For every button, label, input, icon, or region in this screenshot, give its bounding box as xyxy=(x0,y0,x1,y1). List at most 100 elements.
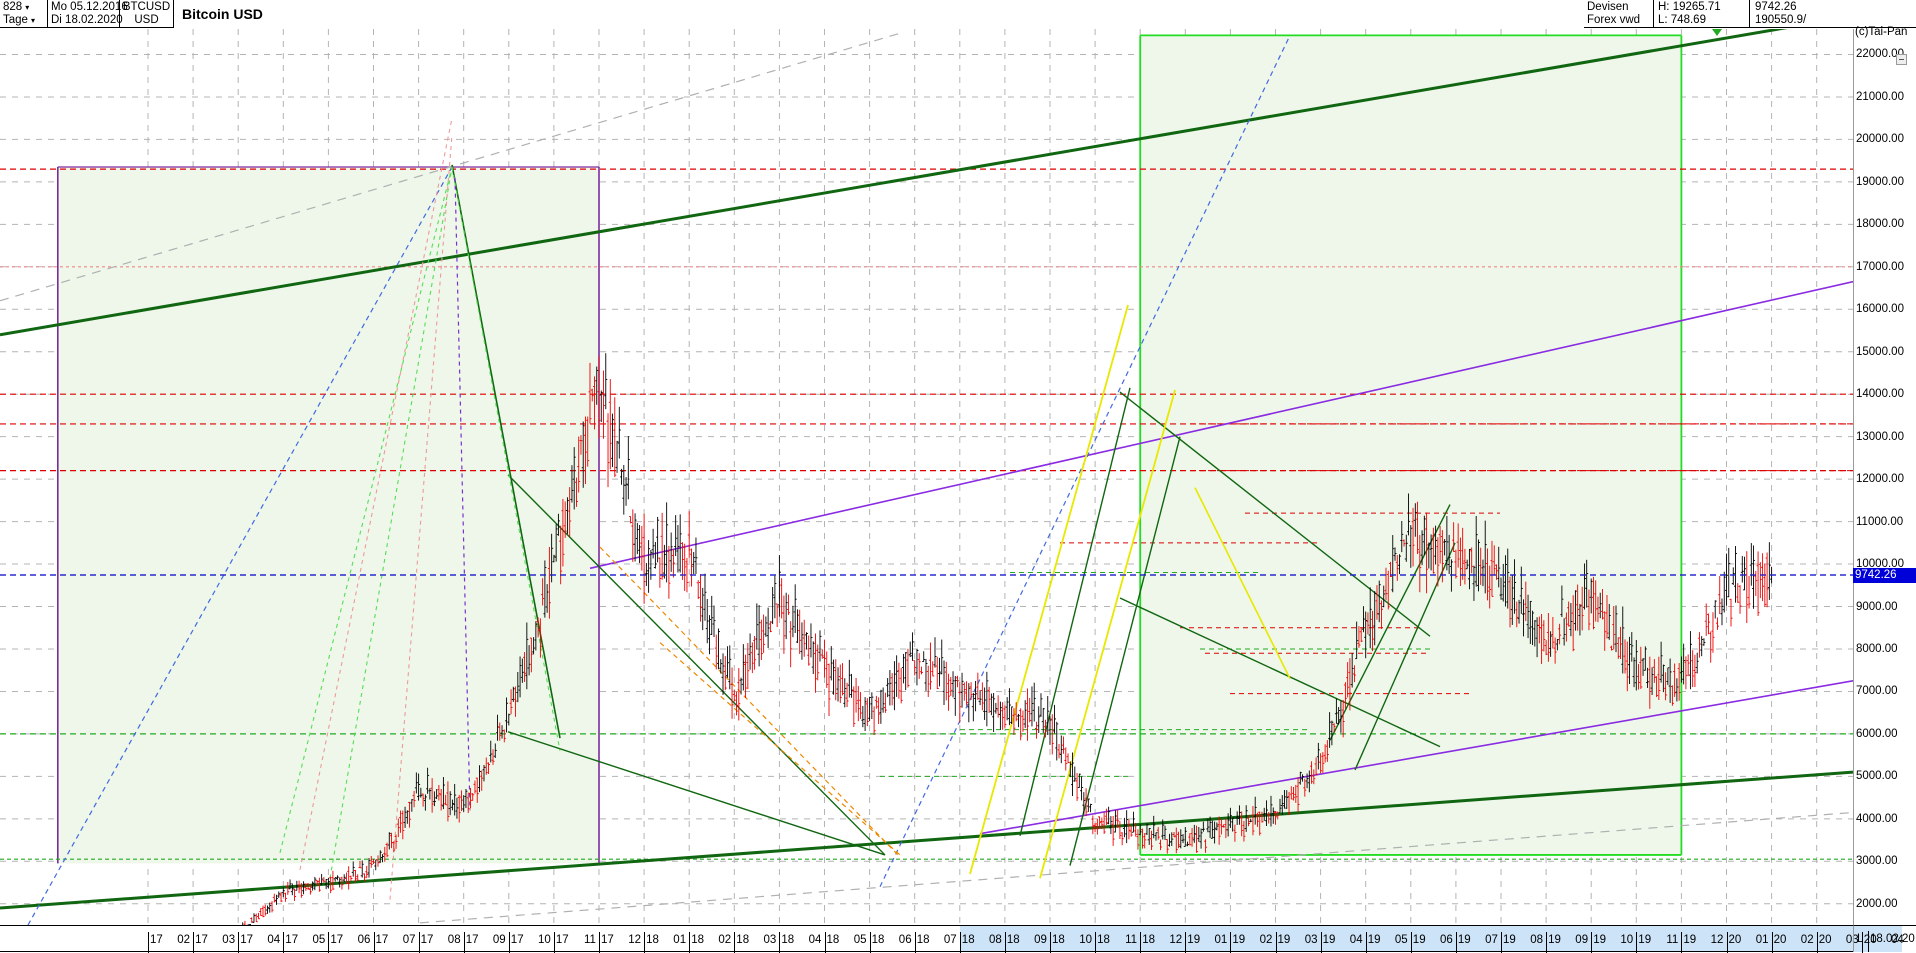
tick-year: 19 xyxy=(1593,934,1606,946)
primary-uptrend-upper xyxy=(0,29,1788,337)
date-axis-divider xyxy=(1320,932,1322,953)
recovery-trend-2 xyxy=(1354,542,1456,771)
date-axis-tick: 04 18 xyxy=(735,934,823,952)
date-axis-tick: 10 18 xyxy=(1006,934,1094,952)
period-high: H: 19265.71 xyxy=(1658,0,1721,13)
date-axis-divider xyxy=(283,932,285,953)
date-to: Di 18.02.2020 xyxy=(51,13,123,26)
tick-year: 18 xyxy=(1052,934,1065,946)
date-axis-tick: 06 18 xyxy=(826,934,914,952)
tick-year: 18 xyxy=(736,934,750,946)
price-axis-tick: 20000.00 xyxy=(1856,133,1904,146)
date-axis-tick: 01 20 xyxy=(1683,934,1771,952)
price-axis-tick: 8000.00 xyxy=(1856,642,1898,655)
tick-month: 08 xyxy=(989,934,1002,946)
tick-month: 03 xyxy=(1304,934,1318,946)
date-axis[interactable]: 02 17 03 17 04 17 05 17 06 17 07 17 08 17 09 17 10 17 11 17… xyxy=(0,925,1904,953)
date-axis-tick: 07 17 xyxy=(330,934,418,952)
date-axis-divider xyxy=(1140,932,1142,953)
date-axis-divider xyxy=(1230,932,1232,953)
tick-month: 09 xyxy=(1575,934,1589,946)
date-axis-tick: 03 17 xyxy=(149,934,237,952)
date-axis-divider xyxy=(1591,932,1593,953)
date-axis-tick: 05 18 xyxy=(781,934,869,952)
tick-month: 03 xyxy=(763,934,777,946)
tick-month: 02 xyxy=(1800,934,1814,946)
date-axis-tick: 06 17 xyxy=(284,934,372,952)
date-axis-divider xyxy=(1546,932,1548,953)
price-axis-tick: 6000.00 xyxy=(1856,727,1898,740)
tick-year: 19 xyxy=(1548,934,1561,946)
chevron-down-icon[interactable]: ▾ xyxy=(25,3,30,12)
violet-spike-line xyxy=(454,177,471,811)
tick-month: 02 xyxy=(177,934,190,946)
header-symbol-cell[interactable]: BTCUSD USD xyxy=(120,0,174,28)
date-axis-tick: 05 19 xyxy=(1322,934,1410,952)
date-axis-tick: 12 19 xyxy=(1637,934,1725,952)
tick-year: 17 xyxy=(510,934,524,946)
tick-month: 11 xyxy=(1666,934,1679,946)
tick-year: 18 xyxy=(1142,934,1155,946)
primary-uptrend-lower xyxy=(0,770,1853,910)
tick-year: 17 xyxy=(285,934,299,946)
date-axis-divider xyxy=(1095,932,1097,953)
price-axis-tick: 10000.00 xyxy=(1856,558,1904,571)
tick-month: 09 xyxy=(492,934,506,946)
price-axis[interactable]: 22000.00 21000.00 20000.00 19000.00 18000.00… xyxy=(1853,29,1916,925)
header-bars-interval-cell[interactable]: 828 ▾ Tage ▾ xyxy=(0,0,48,28)
date-axis-divider xyxy=(1004,932,1006,953)
date-axis-divider xyxy=(914,932,916,953)
date-axis-tick: 03 18 xyxy=(690,934,778,952)
post-top-downtrend xyxy=(451,164,561,739)
date-axis-tick: 06 19 xyxy=(1367,934,1455,952)
shaded-zone-fill-bullish-channel-box-left xyxy=(57,167,600,864)
tick-month: 11 xyxy=(583,934,596,946)
violet-channel-upper xyxy=(589,280,1853,570)
date-axis-divider xyxy=(1868,931,1869,952)
rally-channel-right xyxy=(1069,436,1181,866)
tick-year: 20 xyxy=(1863,934,1877,946)
tick-year: 17 xyxy=(375,934,389,946)
collapse-icon[interactable] xyxy=(1896,54,1907,65)
tick-month: 02 xyxy=(718,934,732,946)
date-axis-divider xyxy=(193,932,195,953)
date-axis-tick: 12 17 xyxy=(555,934,643,952)
date-axis-divider xyxy=(1050,932,1051,953)
tick-month: 06 xyxy=(898,934,912,946)
tick-year: 18 xyxy=(916,934,930,946)
price-axis-tick: 21000.00 xyxy=(1856,90,1904,103)
date-axis-tick: 01 19 xyxy=(1141,934,1229,952)
grey-dashed-upper xyxy=(0,32,901,302)
tick-month: 07 xyxy=(402,934,416,946)
price-axis-tick: 17000.00 xyxy=(1856,260,1904,273)
tick-month: 01 xyxy=(1755,934,1769,946)
tick-month: 09 xyxy=(1034,934,1047,946)
source-market: Devisen xyxy=(1587,0,1629,13)
date-axis-tick: 09 17 xyxy=(420,934,508,952)
tick-month: 06 xyxy=(357,934,371,946)
date-axis-tick: 04 19 xyxy=(1277,934,1365,952)
price-axis-tick: 19000.00 xyxy=(1856,175,1904,188)
tick-year: 18 xyxy=(1006,934,1020,946)
tick-year: 19 xyxy=(1503,934,1516,946)
tick-year: 19 xyxy=(1457,934,1471,946)
header-date-range-cell[interactable]: Mo 05.12.2016 Di 18.02.2020 xyxy=(48,0,128,28)
date-axis-tick: 11 19 xyxy=(1592,934,1680,952)
yellow-parabolic-1 xyxy=(969,304,1129,875)
tick-year: 19 xyxy=(1187,934,1201,946)
date-axis-divider xyxy=(553,932,555,953)
chart-plot-area[interactable] xyxy=(0,29,1853,925)
tick-month: 05 xyxy=(312,934,326,946)
date-axis-tick: 02 19 xyxy=(1186,934,1274,952)
price-axis-tick: 16000.00 xyxy=(1856,303,1904,316)
blue-dashed-trend-1 xyxy=(27,166,453,925)
period-low: L: 748.69 xyxy=(1658,13,1706,26)
date-axis-divider xyxy=(238,932,240,953)
tick-year: 17 xyxy=(150,934,163,946)
date-axis-tick: 08 18 xyxy=(916,934,1004,952)
tick-year: 20 xyxy=(1728,934,1742,946)
date-axis-divider xyxy=(1365,932,1367,953)
volume-value: 190550.9/ xyxy=(1755,13,1807,26)
bars-count-value: 828 xyxy=(3,0,23,13)
chevron-down-icon[interactable]: ▾ xyxy=(30,16,35,25)
